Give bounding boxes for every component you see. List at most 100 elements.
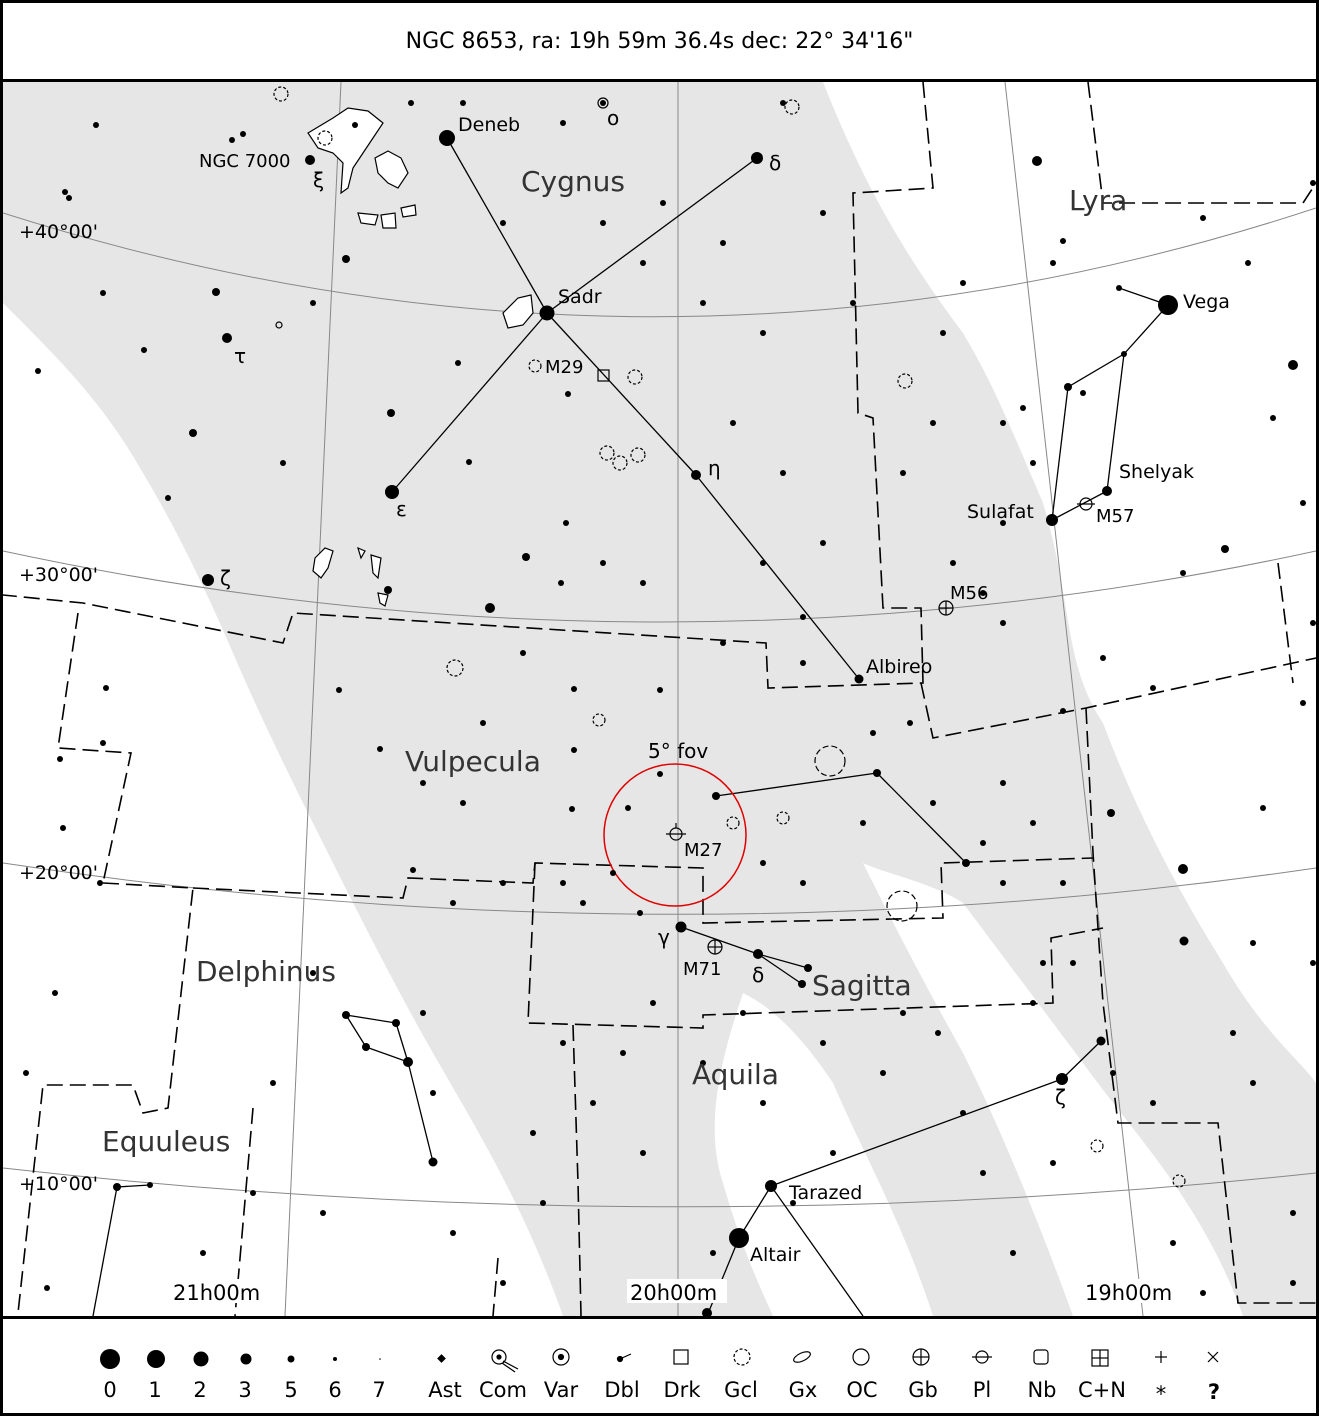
star xyxy=(539,305,555,321)
star xyxy=(485,603,495,613)
star xyxy=(940,330,946,336)
star xyxy=(798,980,806,988)
star xyxy=(700,300,706,306)
sky-map[interactable]: Cygnus Lyra Vulpecula Delphinus Sagitta … xyxy=(3,82,1316,1316)
star-label: δ xyxy=(769,151,781,175)
legend-type-label: Com xyxy=(479,1378,527,1402)
legend-type-label: ? xyxy=(1208,1380,1220,1404)
star-label: Altair xyxy=(750,1244,801,1266)
star xyxy=(103,685,109,691)
star xyxy=(710,1250,716,1256)
star xyxy=(1290,1280,1296,1286)
star xyxy=(387,409,395,417)
legend-mag-label: 6 xyxy=(328,1378,341,1402)
star xyxy=(1000,620,1006,626)
star xyxy=(930,420,936,426)
star xyxy=(1200,215,1206,221)
star xyxy=(800,660,806,666)
star xyxy=(410,867,416,873)
legend-svg: 0 1 2 3 5 6 7 Ast Com Var Dbl Drk Gcl Gx… xyxy=(100,1348,1220,1406)
star xyxy=(1030,820,1036,826)
star xyxy=(305,155,315,165)
star xyxy=(900,1010,906,1016)
nebula-outlines xyxy=(307,107,534,607)
star xyxy=(640,260,646,266)
star xyxy=(392,1019,400,1027)
star xyxy=(430,1090,436,1096)
dso-label: M56 xyxy=(950,583,988,604)
star-label: ε xyxy=(396,497,407,521)
star xyxy=(439,130,455,146)
star xyxy=(420,780,426,786)
star xyxy=(870,730,876,736)
star xyxy=(860,820,866,826)
star xyxy=(66,195,72,201)
star xyxy=(720,240,726,246)
legend: 0 1 2 3 5 6 7 Ast Com Var Dbl Drk Gcl Gx… xyxy=(3,1316,1316,1416)
star xyxy=(240,131,246,137)
star xyxy=(960,280,966,286)
star xyxy=(820,210,826,216)
star xyxy=(57,756,63,762)
star xyxy=(310,300,316,306)
star xyxy=(1116,285,1122,291)
legend-type-label: Gcl xyxy=(724,1378,758,1402)
star xyxy=(100,740,106,746)
legend-type-label: C+N xyxy=(1078,1378,1126,1402)
star xyxy=(753,949,763,959)
star xyxy=(740,1010,746,1016)
star xyxy=(408,100,414,106)
star-label: γ xyxy=(658,925,670,949)
star xyxy=(571,686,577,692)
dec-label: +20°00' xyxy=(19,862,98,884)
constellation-boundaries xyxy=(3,82,1316,1316)
star xyxy=(310,970,316,976)
star xyxy=(640,580,646,586)
star xyxy=(342,1011,350,1019)
star xyxy=(691,470,701,480)
star xyxy=(960,1110,966,1116)
star xyxy=(460,800,466,806)
star xyxy=(600,220,606,226)
star xyxy=(625,805,631,811)
star xyxy=(1288,360,1298,370)
star xyxy=(640,1150,646,1156)
star xyxy=(165,495,171,501)
star-label: Shelyak xyxy=(1119,461,1194,483)
star xyxy=(590,1100,596,1106)
star xyxy=(620,1050,626,1056)
star xyxy=(342,255,350,263)
star xyxy=(420,1010,426,1016)
star xyxy=(830,1150,836,1156)
legend-mag-label: 2 xyxy=(193,1378,206,1402)
star xyxy=(480,720,486,726)
star xyxy=(571,747,577,753)
star xyxy=(450,1230,456,1236)
star xyxy=(189,429,197,437)
star xyxy=(1107,809,1115,817)
legend-mag-label: 3 xyxy=(238,1378,251,1402)
star xyxy=(522,553,530,561)
sky-map-svg: Cygnus Lyra Vulpecula Delphinus Sagitta … xyxy=(3,82,1316,1316)
star xyxy=(336,687,342,693)
star xyxy=(320,1210,326,1216)
star xyxy=(60,825,66,831)
legend-mag-label: 0 xyxy=(103,1378,116,1402)
star xyxy=(962,859,970,867)
fov-label: 5° fov xyxy=(648,739,708,763)
star xyxy=(560,880,566,886)
star xyxy=(900,470,906,476)
star xyxy=(1150,685,1156,691)
star xyxy=(600,100,606,106)
constellation-label: Aquila xyxy=(692,1058,779,1091)
star xyxy=(1102,486,1112,496)
star xyxy=(466,459,472,465)
star xyxy=(1030,1000,1036,1006)
star xyxy=(1060,708,1066,714)
star xyxy=(100,290,106,296)
constellation-label: Lyra xyxy=(1069,184,1127,217)
star xyxy=(1050,260,1056,266)
star xyxy=(660,200,666,206)
star xyxy=(280,460,286,466)
star xyxy=(229,137,235,143)
